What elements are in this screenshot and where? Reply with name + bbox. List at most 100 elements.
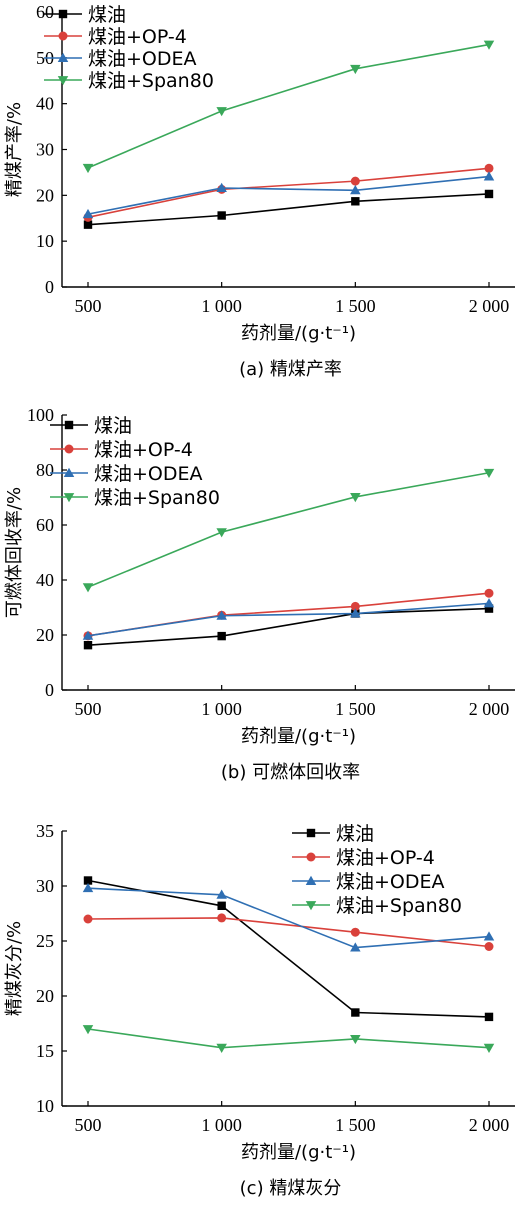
legend-label: 煤油+Span80 — [88, 70, 214, 92]
data-point — [82, 630, 94, 640]
data-point — [483, 468, 495, 478]
data-point — [216, 182, 227, 192]
x-tick-label: 500 — [75, 1115, 102, 1135]
y-tick-label: 20 — [36, 986, 54, 1006]
series-line — [87, 917, 490, 948]
data-point — [217, 211, 226, 220]
legend-marker — [63, 493, 75, 503]
x-tick-label: 1 000 — [201, 296, 242, 316]
y-tick-label: 35 — [36, 821, 54, 841]
data-point — [83, 220, 93, 229]
y-tick-label: 10 — [36, 231, 54, 251]
series-3 — [82, 598, 495, 640]
legend-marker — [63, 467, 75, 477]
y-tick-label: 15 — [36, 1041, 54, 1061]
x-axis-title: 药剂量/(g·t⁻¹) — [241, 323, 356, 344]
data-point — [484, 942, 494, 951]
legend-label: 煤油 — [336, 823, 374, 845]
data-point — [83, 876, 93, 885]
figure-caption: (a) 精煤产率 — [239, 359, 342, 380]
legend-marker — [58, 9, 68, 19]
series-line — [87, 1028, 490, 1049]
x-tick-label: 1 500 — [335, 699, 376, 719]
data-point — [217, 631, 226, 641]
x-tick-label: 500 — [75, 699, 102, 719]
data-point — [483, 598, 495, 608]
legend-marker — [306, 852, 316, 862]
y-tick-label: 25 — [36, 931, 54, 951]
data-point — [483, 171, 495, 181]
legend-label: 煤油+OP-4 — [336, 847, 435, 869]
data-point — [217, 901, 226, 910]
x-tick-label: 1 000 — [201, 1115, 242, 1135]
data-point — [83, 640, 93, 650]
series-line — [87, 193, 490, 226]
legend-marker — [57, 76, 69, 86]
data-point — [484, 588, 494, 598]
y-tick-label: 60 — [36, 515, 54, 535]
legend-label: 煤油 — [88, 4, 126, 26]
data-point — [82, 208, 94, 219]
data-point — [350, 1034, 361, 1045]
legend-label: 煤油+ODEA — [94, 463, 203, 485]
chart-panel-3: 10 15 20 25 30 35 500 1 000 1 500 2 000 药剂量/(g·t⁻¹… — [4, 821, 515, 1199]
x-axis-title: 药剂量/(g·t⁻¹) — [241, 1142, 356, 1163]
data-point — [350, 927, 360, 937]
y-tick-label: 100 — [27, 405, 54, 425]
y-tick-label: 20 — [36, 625, 54, 645]
y-tick-label: 60 — [36, 2, 54, 22]
data-point — [350, 493, 361, 503]
legend-label: 煤油+Span80 — [94, 487, 220, 509]
series-2 — [83, 913, 494, 951]
y-tick-label: 20 — [36, 185, 54, 205]
y-tick-label: 30 — [36, 140, 54, 160]
y-tick-label: 0 — [45, 277, 54, 297]
data-point — [483, 40, 495, 50]
data-point — [82, 882, 94, 893]
data-point — [483, 1043, 495, 1053]
x-tick-label: 1 500 — [335, 1115, 376, 1135]
data-point — [82, 163, 94, 174]
series-3 — [82, 171, 495, 219]
x-tick-label: 2 000 — [469, 699, 510, 719]
legend-label: 煤油+ODEA — [88, 48, 197, 70]
series-line — [87, 879, 490, 1018]
series-1 — [83, 189, 494, 229]
series-1 — [83, 876, 494, 1022]
data-point — [484, 604, 494, 613]
x-axis-title: 药剂量/(g·t⁻¹) — [241, 726, 356, 747]
y-tick-label: 40 — [36, 570, 54, 590]
x-tick-label: 2 000 — [469, 1115, 510, 1135]
legend-marker — [306, 828, 316, 838]
legend-marker — [57, 52, 69, 62]
legend-marker — [64, 444, 74, 454]
series-4 — [82, 468, 495, 593]
series-line — [87, 175, 490, 215]
legend-label: 煤油+ODEA — [336, 871, 445, 893]
data-point — [216, 1043, 227, 1053]
series-line — [87, 602, 490, 637]
legend-label: 煤油+OP-4 — [94, 439, 193, 461]
y-axis-title: 精煤产率/% — [4, 102, 25, 197]
legend-label: 煤油+Span80 — [336, 895, 462, 917]
y-tick-label: 10 — [36, 1096, 54, 1116]
legend-label: 煤油+OP-4 — [88, 26, 187, 48]
legend-marker — [305, 901, 317, 911]
data-point — [351, 1008, 360, 1017]
data-point — [82, 583, 94, 593]
y-axis-title: 可燃体回收率/% — [4, 487, 25, 618]
data-point — [216, 107, 227, 117]
series-line — [87, 887, 490, 949]
series-4 — [82, 40, 495, 174]
y-tick-label: 0 — [45, 680, 54, 700]
data-point — [484, 1012, 494, 1022]
legend-marker — [64, 420, 74, 430]
data-point — [83, 914, 93, 924]
data-point — [484, 163, 494, 173]
data-point — [216, 528, 227, 538]
y-tick-label: 30 — [36, 876, 54, 896]
